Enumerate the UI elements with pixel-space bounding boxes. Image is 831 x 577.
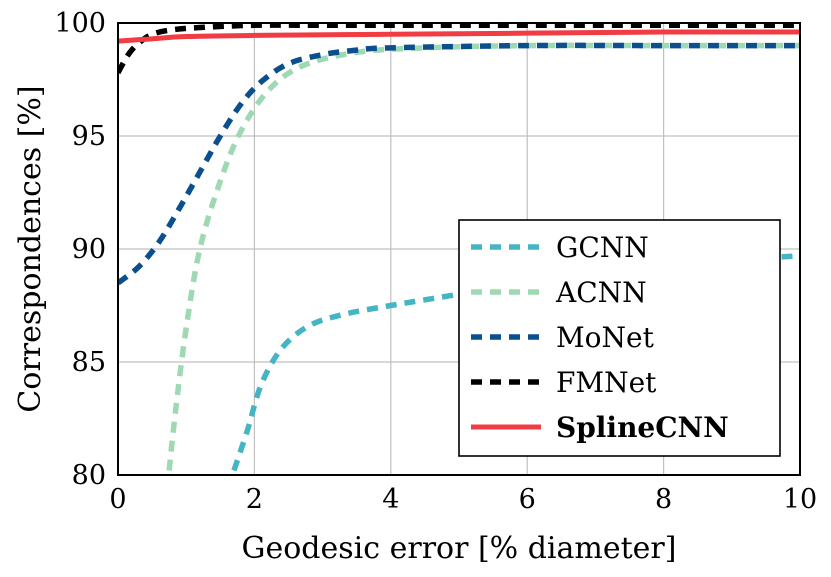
legend-label: FMNet (556, 366, 657, 399)
series-lines (118, 23, 800, 472)
y-tick-label: 80 (72, 460, 106, 491)
x-tick-label: 2 (246, 484, 263, 515)
legend: GCNN ACNN MoNet FMNet SplineCNN (458, 219, 781, 457)
x-tick-label: 0 (109, 484, 126, 515)
y-tick-label: 90 (72, 234, 106, 265)
series-line-monet (118, 42, 800, 286)
legend-label: GCNN (556, 231, 649, 264)
y-tick-label: 100 (54, 8, 106, 39)
x-axis-label: Geodesic error [% diameter] (242, 531, 677, 566)
y-axis-label: Correspondences [%] (13, 85, 48, 412)
series-line-splinecnn (118, 29, 800, 44)
legend-label: MoNet (556, 321, 655, 354)
y-tick-label: 95 (72, 121, 106, 152)
x-tick-label: 4 (382, 484, 399, 515)
legend-box (458, 219, 781, 457)
y-tick-label: 85 (72, 347, 106, 378)
legend-label: SplineCNN (556, 411, 729, 444)
series-line-gcnn (231, 253, 800, 472)
legend-label: ACNN (555, 276, 647, 309)
x-tick-label: 10 (783, 484, 817, 515)
x-tick-label: 6 (519, 484, 536, 515)
x-tick-label: 8 (655, 484, 672, 515)
tick-labels: 0 2 4 6 8 10 80 85 90 95 100 (54, 8, 817, 515)
plot-frame (117, 22, 801, 476)
